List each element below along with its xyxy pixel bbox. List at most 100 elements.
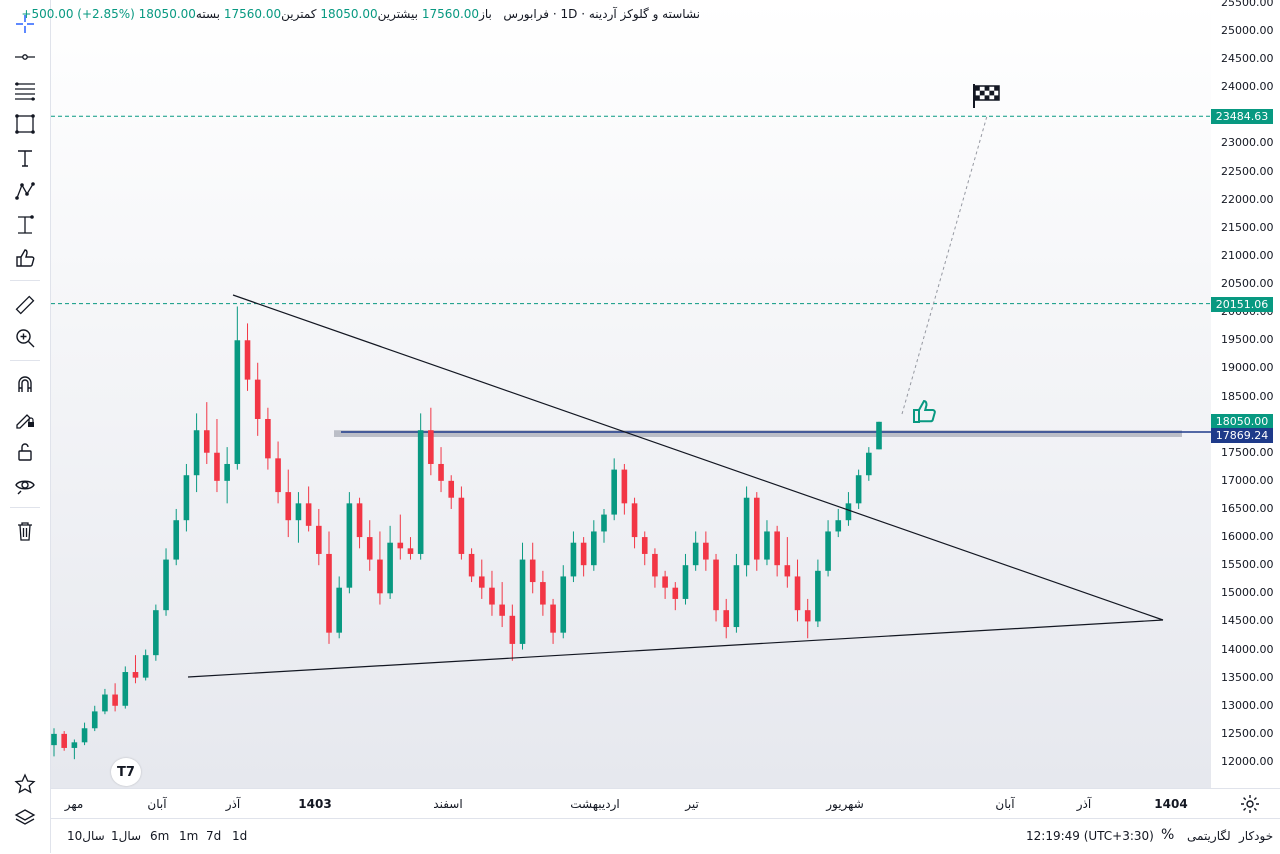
log-toggle[interactable]: لگاریتمی xyxy=(1187,829,1231,843)
percent-toggle[interactable]: % xyxy=(1161,827,1175,843)
range-6m[interactable]: 6m xyxy=(150,829,170,843)
range-1y[interactable]: 1سال xyxy=(111,829,142,843)
candle-body xyxy=(183,475,190,521)
candle-body xyxy=(407,548,414,554)
resistance-zone xyxy=(334,430,1182,437)
zoom-in-icon[interactable] xyxy=(9,323,41,353)
time-axis-label: 1404 xyxy=(1154,797,1188,811)
price-axis-label: 21000.00 xyxy=(1221,248,1274,262)
magnet-icon[interactable] xyxy=(9,369,41,399)
candle-body xyxy=(448,480,455,498)
candle-body xyxy=(753,497,760,560)
star-icon[interactable] xyxy=(9,769,41,799)
candle-body xyxy=(692,542,699,566)
candle-body xyxy=(244,340,251,380)
legend-interval: 1D xyxy=(560,7,578,21)
chart-pane[interactable]: T7 xyxy=(51,0,1211,788)
candle-body xyxy=(652,553,658,577)
lock-drawing-icon[interactable] xyxy=(9,403,41,433)
rectangle-icon[interactable] xyxy=(9,109,41,139)
time-axis[interactable]: مهر آبان آذر 1403 اسفند اردیبهشت تیر شهریور آبان… xyxy=(51,788,1280,819)
legend-low-label: کمترین xyxy=(281,7,317,21)
target-price-badge[interactable]: 23484.63 xyxy=(1211,109,1273,125)
range-10y[interactable]: 10سال xyxy=(67,829,105,843)
fib-icon[interactable] xyxy=(9,76,41,106)
measure-icon[interactable] xyxy=(9,210,41,240)
candle-body xyxy=(366,537,373,560)
candle-body xyxy=(641,537,648,554)
candle-body xyxy=(835,520,842,532)
checkered-flag-icon[interactable] xyxy=(973,84,1000,108)
candle-body xyxy=(163,559,169,611)
candle-body xyxy=(142,655,149,678)
price-axis-label: 16000.00 xyxy=(1221,530,1274,544)
candle-body xyxy=(254,379,261,419)
time-axis-label: مهر xyxy=(64,797,84,811)
candle-body xyxy=(876,421,882,450)
trash-icon[interactable] xyxy=(9,516,41,546)
candle-body xyxy=(203,430,210,453)
time-axis-label: تیر xyxy=(685,797,699,811)
ruler-icon[interactable] xyxy=(9,290,41,320)
candle-body xyxy=(265,418,271,459)
range-7d[interactable]: 7d xyxy=(206,829,222,843)
time-axis-label: اردیبهشت xyxy=(570,797,620,811)
drawing-toolbar xyxy=(0,0,51,853)
candle-body xyxy=(153,610,159,656)
pattern-icon[interactable] xyxy=(9,176,41,206)
candle-body xyxy=(346,503,353,588)
price-axis-label: 18500.00 xyxy=(1221,389,1274,403)
text-icon[interactable] xyxy=(9,143,41,173)
lower-trendline xyxy=(187,619,1164,678)
settings-gear-icon[interactable] xyxy=(1234,789,1266,819)
price-axis-label: 20500.00 xyxy=(1221,277,1274,291)
range-1d[interactable]: 1d xyxy=(232,829,248,843)
legend-high-value: 18050.00 xyxy=(320,7,378,21)
horizontal-line-icon[interactable] xyxy=(9,42,41,72)
unlock-icon[interactable] xyxy=(9,437,41,467)
toolbar-divider xyxy=(10,360,40,361)
candle-body xyxy=(743,497,750,566)
candle-body xyxy=(102,694,108,712)
candle-body xyxy=(91,711,98,729)
price-axis-label: 24000.00 xyxy=(1221,80,1274,94)
candle-body xyxy=(560,576,567,633)
last-price-badge[interactable]: 18050.00 xyxy=(1211,413,1273,429)
candle-body xyxy=(81,728,88,743)
candle-body xyxy=(295,503,302,521)
tradingview-logo[interactable]: T7 xyxy=(111,758,141,786)
time-axis-label: آذر xyxy=(1076,797,1092,811)
legend-symbol[interactable]: نشاسته و گلوکز آردینه xyxy=(588,7,700,21)
candle-body xyxy=(529,559,536,583)
candle-body xyxy=(285,492,292,521)
clock-timezone[interactable]: 12:19:49 (UTC+3:30) xyxy=(1026,829,1154,843)
price-axis[interactable]: 25500.00 25000.00 24500.00 24000.00 23000.00… xyxy=(1211,0,1280,788)
candle-body xyxy=(428,430,434,464)
target-projection-line xyxy=(901,115,988,415)
candle-body xyxy=(550,604,556,633)
eye-icon[interactable] xyxy=(9,470,41,500)
candle-body xyxy=(631,503,638,538)
resistance-price-badge[interactable]: 20151.06 xyxy=(1211,296,1273,312)
candle-body xyxy=(621,469,628,504)
layers-icon[interactable] xyxy=(9,803,41,833)
candlestick-chart[interactable] xyxy=(51,0,1211,788)
price-axis-label: 15000.00 xyxy=(1221,586,1274,600)
candle-body xyxy=(51,733,57,746)
auto-toggle[interactable]: خودکار xyxy=(1239,829,1274,843)
thumbs-up-icon[interactable] xyxy=(9,243,41,273)
price-axis-label: 25000.00 xyxy=(1221,24,1274,37)
candle-body xyxy=(458,497,465,554)
thumbs-up-marker-icon[interactable] xyxy=(913,399,936,423)
candle-body xyxy=(173,520,180,560)
candle-body xyxy=(224,463,230,481)
price-axis-label: 17000.00 xyxy=(1221,473,1274,487)
candle-body xyxy=(815,570,821,622)
candle-body xyxy=(611,469,617,515)
legend-exchange: فرابورس xyxy=(503,7,550,21)
time-axis-label: اسفند xyxy=(433,797,463,811)
line-price-badge[interactable]: 17869.24 xyxy=(1211,427,1273,443)
price-axis-label: 23000.00 xyxy=(1221,136,1274,150)
range-1m[interactable]: 1m xyxy=(179,829,199,843)
crosshair-icon[interactable] xyxy=(9,9,41,39)
